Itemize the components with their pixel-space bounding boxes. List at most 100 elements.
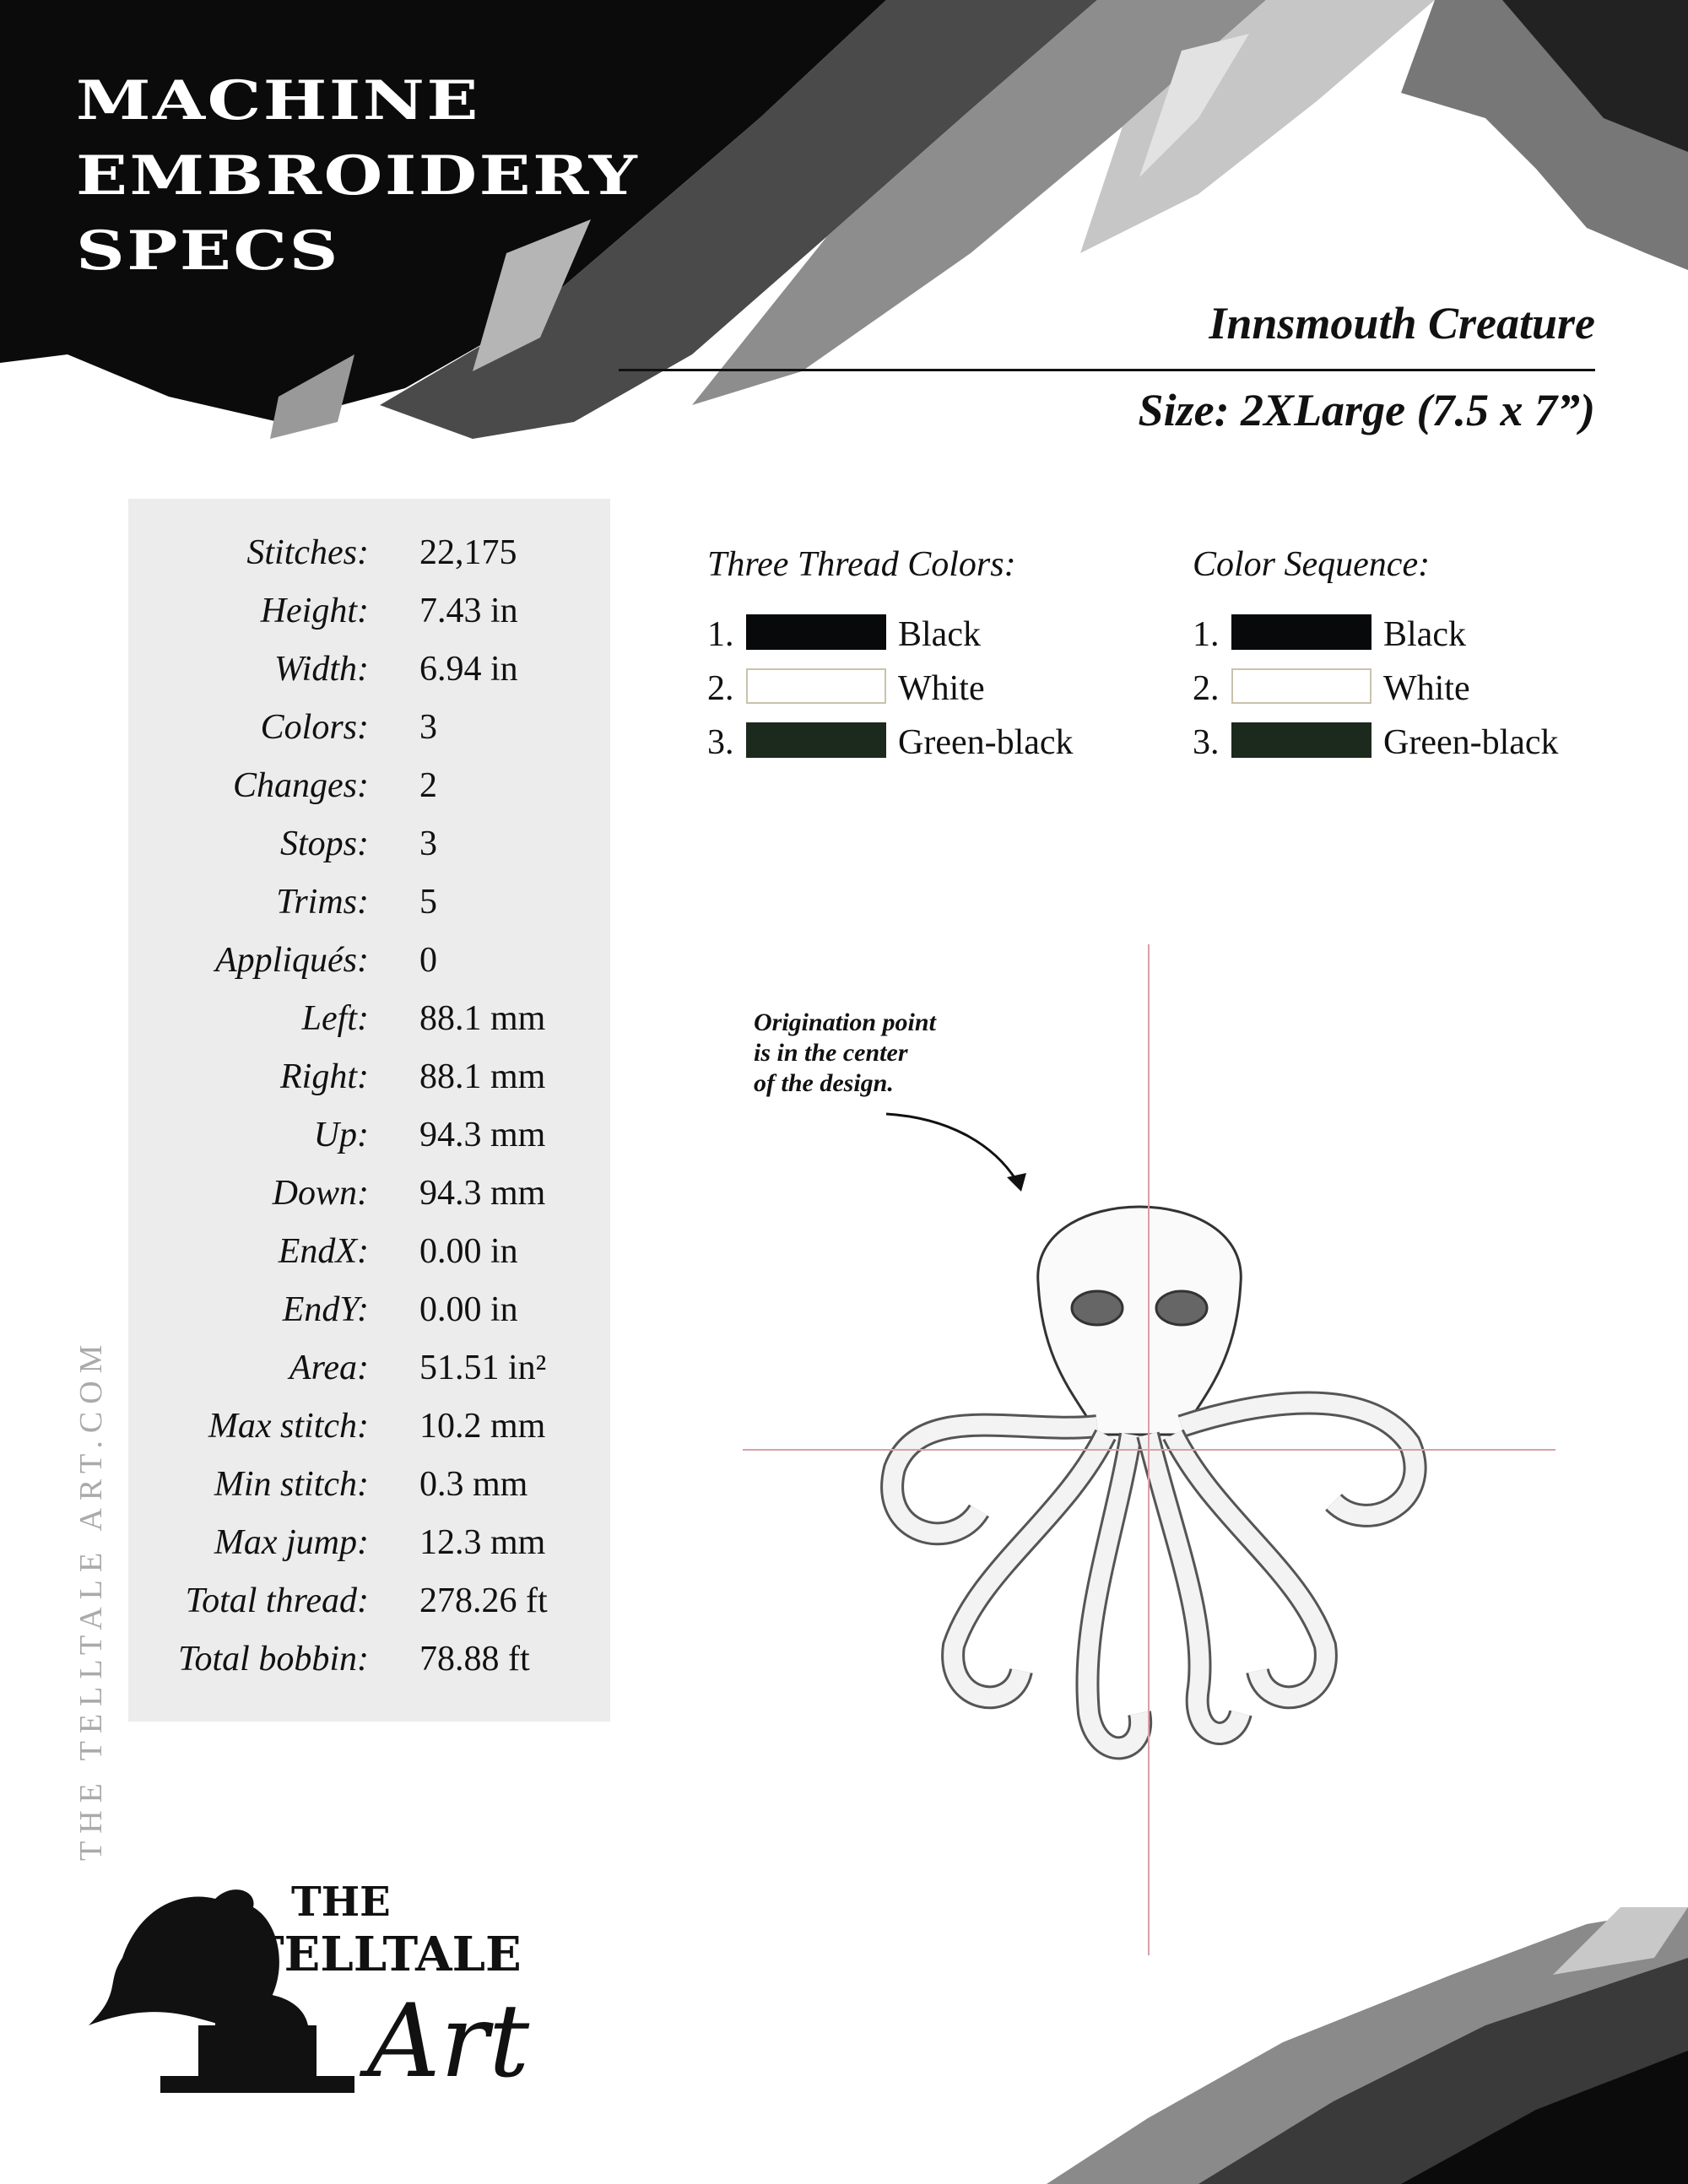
page-title-line-3: SPECS — [76, 219, 340, 283]
arrow-icon — [885, 1112, 1019, 1182]
spec-value: 78.88 ft — [419, 1640, 530, 1679]
arrow-head — [1007, 1173, 1026, 1192]
spec-row: Height: 7.43 in — [128, 591, 610, 641]
color-row: 1. Black — [1193, 614, 1631, 654]
spec-row: EndX: 0.00 in — [128, 1231, 610, 1282]
color-row: 3. Green-black — [707, 722, 1146, 762]
color-number: 2. — [1193, 669, 1220, 708]
spec-value: 88.1 mm — [419, 999, 546, 1038]
thread-colors-heading: Three Thread Colors: — [707, 545, 1016, 584]
spec-value: 0.3 mm — [419, 1465, 528, 1504]
spec-label: EndX: — [278, 1232, 369, 1271]
color-number: 1. — [1193, 615, 1220, 654]
spec-label: Stitches: — [246, 533, 369, 572]
color-number: 1. — [707, 615, 734, 654]
spec-value: 278.26 ft — [419, 1581, 548, 1620]
color-swatch — [1231, 722, 1372, 758]
spec-row: Trims: 5 — [128, 882, 610, 933]
spec-value: 88.1 mm — [419, 1057, 546, 1096]
color-swatch — [746, 614, 886, 650]
color-name: Black — [898, 615, 981, 654]
note-line: of the design. — [754, 1069, 894, 1097]
spec-row: Colors: 3 — [128, 707, 610, 758]
spec-value: 0.00 in — [419, 1232, 518, 1271]
spec-label: Total bobbin: — [178, 1640, 369, 1679]
spec-row: EndY: 0.00 in — [128, 1289, 610, 1340]
spec-row: Down: 94.3 mm — [128, 1173, 610, 1224]
website-side-text: THE TELLTALE ART.COM — [73, 1337, 109, 1861]
spec-label: Max jump: — [214, 1523, 369, 1562]
spec-label: Max stitch: — [208, 1407, 369, 1446]
color-sequence-heading: Color Sequence: — [1193, 545, 1431, 584]
color-swatch — [1231, 614, 1372, 650]
spec-value: 94.3 mm — [419, 1174, 546, 1213]
spec-value: 0 — [419, 941, 437, 980]
spec-row: Up: 94.3 mm — [128, 1115, 610, 1165]
spec-row: Area: 51.51 in² — [128, 1348, 610, 1398]
color-name: White — [1383, 669, 1470, 708]
spec-label: Min stitch: — [214, 1465, 369, 1504]
spec-row: Total bobbin: 78.88 ft — [128, 1639, 610, 1689]
specs-panel: Stitches: 22,175 Height: 7.43 in Width: 6.94 … — [128, 499, 610, 1722]
spec-label: EndY: — [282, 1290, 369, 1329]
color-row: 2. White — [1193, 668, 1631, 708]
spec-value: 10.2 mm — [419, 1407, 546, 1446]
sewing-machine-icon — [198, 1993, 316, 2076]
color-row: 3. Green-black — [1193, 722, 1631, 762]
spec-row: Width: 6.94 in — [128, 649, 610, 700]
color-number: 2. — [707, 669, 734, 708]
spec-row: Right: 88.1 mm — [128, 1057, 610, 1107]
spec-row: Stops: 3 — [128, 824, 610, 874]
note-line: is in the center — [754, 1039, 908, 1067]
color-number: 3. — [1193, 723, 1220, 762]
spec-label: Left: — [301, 999, 369, 1038]
raven-icon — [89, 1889, 279, 2025]
design-preview — [743, 944, 1555, 1955]
spec-label: Total thread: — [185, 1581, 369, 1620]
divider — [619, 369, 1595, 371]
spec-value: 51.51 in² — [419, 1349, 547, 1387]
spec-label: Colors: — [260, 708, 369, 747]
brush-stroke-background-bottom — [1047, 1907, 1688, 2184]
spec-row: Appliqués: 0 — [128, 940, 610, 991]
spec-label: Area: — [289, 1349, 369, 1387]
svg-text:THE: THE — [291, 1879, 391, 1926]
origination-note: Origination point is in the center of th… — [754, 1008, 936, 1099]
spec-label: Changes: — [233, 766, 369, 805]
spec-row: Stitches: 22,175 — [128, 532, 610, 583]
spec-value: 22,175 — [419, 533, 517, 572]
svg-text:TELLTALE: TELLTALE — [249, 1927, 522, 1982]
color-name: Green-black — [1383, 723, 1559, 762]
spec-row: Max jump: 12.3 mm — [128, 1522, 610, 1573]
design-name: Innsmouth Creature — [1209, 298, 1595, 349]
telltale-art-logo: THE TELLTALE Art — [89, 1879, 530, 2100]
spec-value: 12.3 mm — [419, 1523, 546, 1562]
spec-label: Right: — [280, 1057, 369, 1096]
spec-row: Max stitch: 10.2 mm — [128, 1406, 610, 1457]
page-title-line-1: MACHINE — [76, 69, 480, 132]
spec-value: 2 — [419, 766, 437, 805]
spec-value: 94.3 mm — [419, 1116, 546, 1154]
spec-row: Min stitch: 0.3 mm — [128, 1464, 610, 1515]
spec-row: Changes: 2 — [128, 765, 610, 816]
design-size: Size: 2XLarge (7.5 x 7”) — [1138, 385, 1595, 435]
spec-value: 3 — [419, 708, 437, 747]
octopus-illustration — [880, 1205, 1427, 1760]
page-title-line-2: EMBROIDERY — [76, 144, 640, 208]
spec-value: 3 — [419, 824, 437, 863]
color-swatch — [746, 668, 886, 704]
spec-label: Height: — [260, 592, 369, 630]
color-swatch — [746, 722, 886, 758]
spec-value: 0.00 in — [419, 1290, 518, 1329]
spec-value: 6.94 in — [419, 650, 518, 689]
color-row: 1. Black — [707, 614, 1146, 654]
spec-label: Down: — [272, 1174, 369, 1213]
spec-label: Width: — [274, 650, 369, 689]
svg-text:Art: Art — [359, 1983, 530, 2100]
spec-label: Stops: — [280, 824, 369, 863]
spec-label: Trims: — [276, 883, 369, 922]
color-name: Black — [1383, 615, 1466, 654]
color-row: 2. White — [707, 668, 1146, 708]
spec-label: Appliqués: — [215, 941, 369, 980]
spec-value: 7.43 in — [419, 592, 518, 630]
